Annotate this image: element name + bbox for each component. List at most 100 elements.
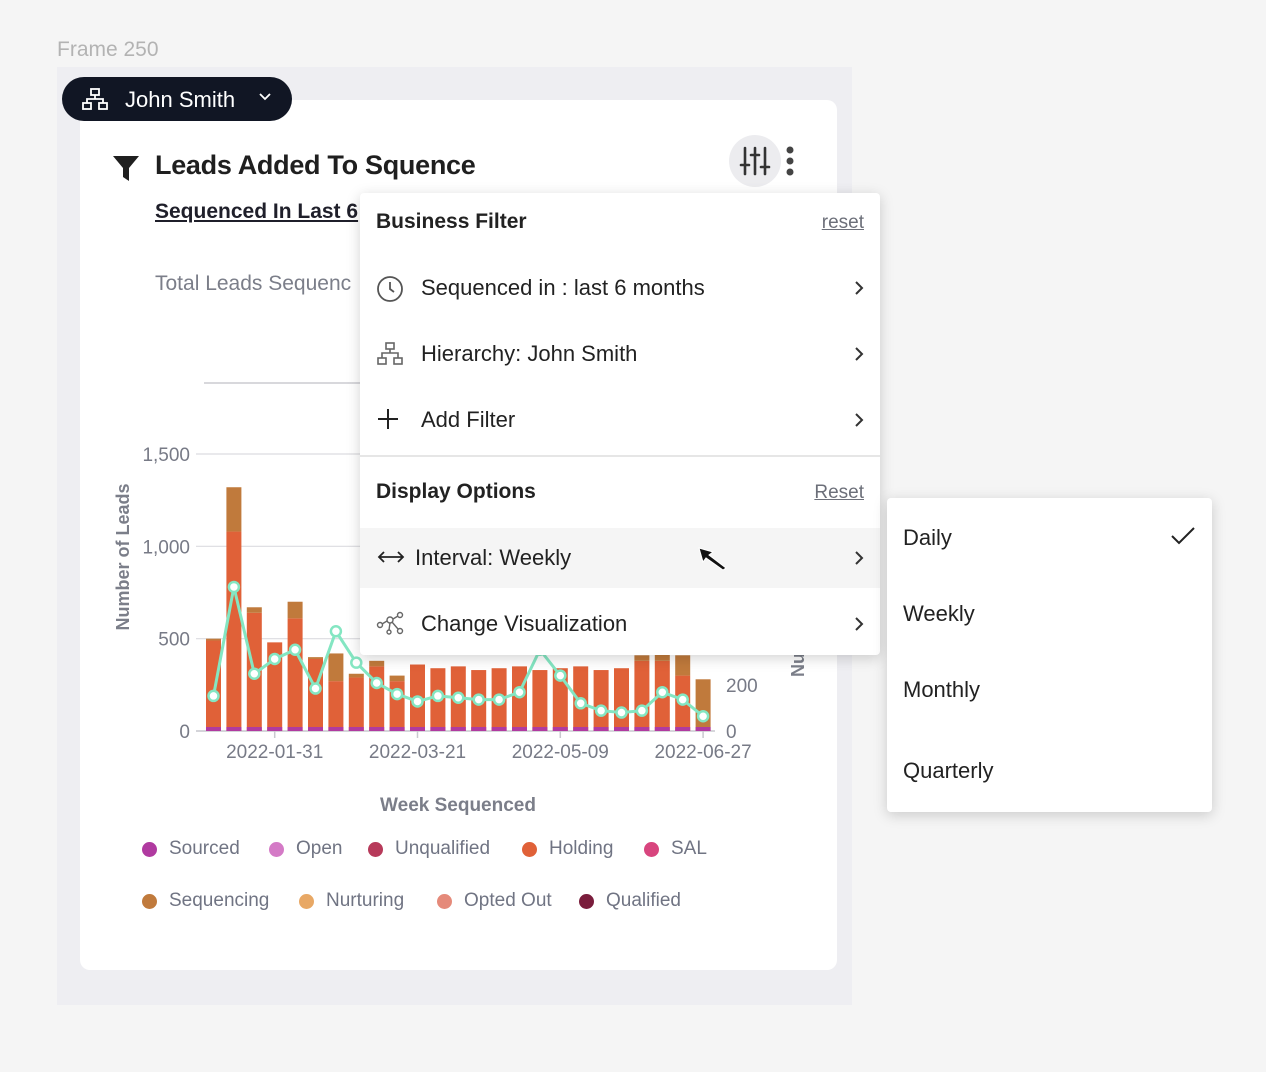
card-title: Leads Added To Squence <box>155 150 476 180</box>
legend-item-qualified[interactable]: Qualified <box>579 890 681 912</box>
interval-daily[interactable]: Daily <box>903 525 952 550</box>
legend-swatch <box>437 893 452 909</box>
legend-item-holding[interactable]: Holding <box>522 838 613 860</box>
bar-sequencing <box>328 653 344 682</box>
filter-hierarchy-label: Hierarchy: John Smith <box>421 341 638 366</box>
interval-option-label: Interval: Weekly <box>415 545 572 570</box>
bar-sourced <box>410 727 425 731</box>
trend-point <box>227 580 241 594</box>
x-tick-label: 2022-06-27 <box>654 742 751 763</box>
legend-item-opted-out[interactable]: Opted Out <box>437 890 552 912</box>
trend-point <box>513 685 526 699</box>
chevron-right-icon <box>855 551 864 565</box>
legend-item-sourced[interactable]: Sourced <box>142 838 240 860</box>
trend-point <box>615 706 628 719</box>
plus-icon <box>378 409 398 429</box>
bar-sourced <box>471 727 487 731</box>
bar-holding <box>532 670 548 731</box>
trend-point <box>329 625 343 638</box>
trend-point <box>472 693 485 706</box>
legend-label: Sequencing <box>169 890 270 911</box>
trend-point <box>411 695 424 708</box>
chevron-right-icon <box>855 347 864 361</box>
legend-swatch <box>368 841 383 857</box>
x-tick-label: 2022-01-31 <box>226 742 323 763</box>
bar-sourced <box>552 727 568 731</box>
y-tick-label: 1,500 <box>142 445 190 466</box>
sliders-icon <box>739 146 771 176</box>
frame-label: Frame 250 <box>57 38 159 61</box>
trend-point <box>288 643 302 656</box>
menu-divider <box>360 455 880 457</box>
more-options-icon[interactable] <box>782 146 798 178</box>
bar-sourced <box>695 727 711 731</box>
trend-point <box>268 652 281 666</box>
display-options-reset-link[interactable]: Reset <box>814 482 864 503</box>
bar-holding <box>267 642 283 731</box>
hierarchy-icon <box>82 88 108 110</box>
legend-swatch <box>299 893 314 909</box>
interval-weekly[interactable]: Weekly <box>903 601 975 626</box>
add-filter[interactable]: Add Filter <box>360 390 880 450</box>
legend-label: Opted Out <box>464 890 552 911</box>
legend-label: Open <box>296 838 343 859</box>
card-subtitle[interactable]: Sequenced In Last 6 <box>155 200 359 223</box>
secondary-y-tick-label: 200 <box>726 676 758 697</box>
bar-sourced <box>593 727 609 731</box>
secondary-y-tick-label: 0 <box>726 722 737 743</box>
x-tick-label: 2022-05-09 <box>512 742 609 763</box>
clock-icon <box>377 276 403 302</box>
bar-sourced <box>267 727 283 731</box>
bar-holding <box>512 666 527 731</box>
bar-sourced <box>614 727 629 731</box>
y-tick-label: 1,000 <box>142 537 190 558</box>
trend-point <box>248 667 261 681</box>
total-leads-label: Total Leads Sequenc <box>155 272 352 295</box>
bar-sourced <box>369 727 385 731</box>
bar-holding <box>593 670 609 731</box>
change-visualization-label: Change Visualization <box>421 611 628 636</box>
mouse-cursor-icon <box>698 547 727 571</box>
filter-hierarchy[interactable]: Hierarchy: John Smith <box>360 324 880 384</box>
trend-point <box>370 676 383 690</box>
bar-holding <box>328 681 344 731</box>
bar-sequencing <box>389 675 405 682</box>
interval-option[interactable]: Interval: Weekly <box>360 528 880 588</box>
chart-settings-button[interactable] <box>729 135 781 187</box>
trend-point <box>554 669 567 682</box>
change-visualization-option[interactable]: Change Visualization <box>360 594 880 654</box>
bar-sourced <box>206 727 221 731</box>
bar-sourced <box>634 727 650 731</box>
bar-sequencing <box>634 655 650 661</box>
y-axis-label: Number of Leads <box>113 483 133 630</box>
legend-swatch <box>644 841 659 857</box>
trend-point <box>635 704 649 717</box>
bar-sequencing <box>287 601 303 619</box>
hierarchy-selector[interactable]: John Smith <box>62 77 292 121</box>
secondary-y-axis-label: Nu <box>788 653 808 677</box>
chevron-right-icon <box>855 281 864 295</box>
interval-submenu: Daily Weekly Monthly Quarterly <box>887 498 1212 812</box>
bar-holding <box>634 660 650 731</box>
interval-monthly[interactable]: Monthly <box>903 677 981 702</box>
business-filter-reset-link[interactable]: reset <box>821 212 864 233</box>
bar-sequencing <box>369 660 385 667</box>
interval-quarterly[interactable]: Quarterly <box>903 758 994 783</box>
y-tick-label: 500 <box>158 630 190 651</box>
display-options-title: Display Options <box>376 480 536 503</box>
legend-item-open[interactable]: Open <box>269 838 342 860</box>
hierarchy-user-name: John Smith <box>125 87 236 112</box>
bar-holding <box>614 668 629 731</box>
legend-item-nurturing[interactable]: Nurturing <box>299 890 404 912</box>
hierarchy-icon <box>377 342 403 365</box>
legend-item-unqualified[interactable]: Unqualified <box>368 838 490 860</box>
legend-swatch <box>522 841 537 857</box>
bar-sequencing <box>206 638 221 641</box>
trend-point <box>309 682 322 695</box>
bar-sourced <box>328 727 344 731</box>
legend-label: Holding <box>549 838 614 859</box>
filter-sequenced-in[interactable]: Sequenced in : last 6 months <box>360 258 880 318</box>
chart-settings-menu: Business Filter reset Sequenced in : las… <box>360 193 880 655</box>
legend-item-sal[interactable]: SAL <box>644 838 707 860</box>
legend-item-sequencing[interactable]: Sequencing <box>142 890 269 912</box>
